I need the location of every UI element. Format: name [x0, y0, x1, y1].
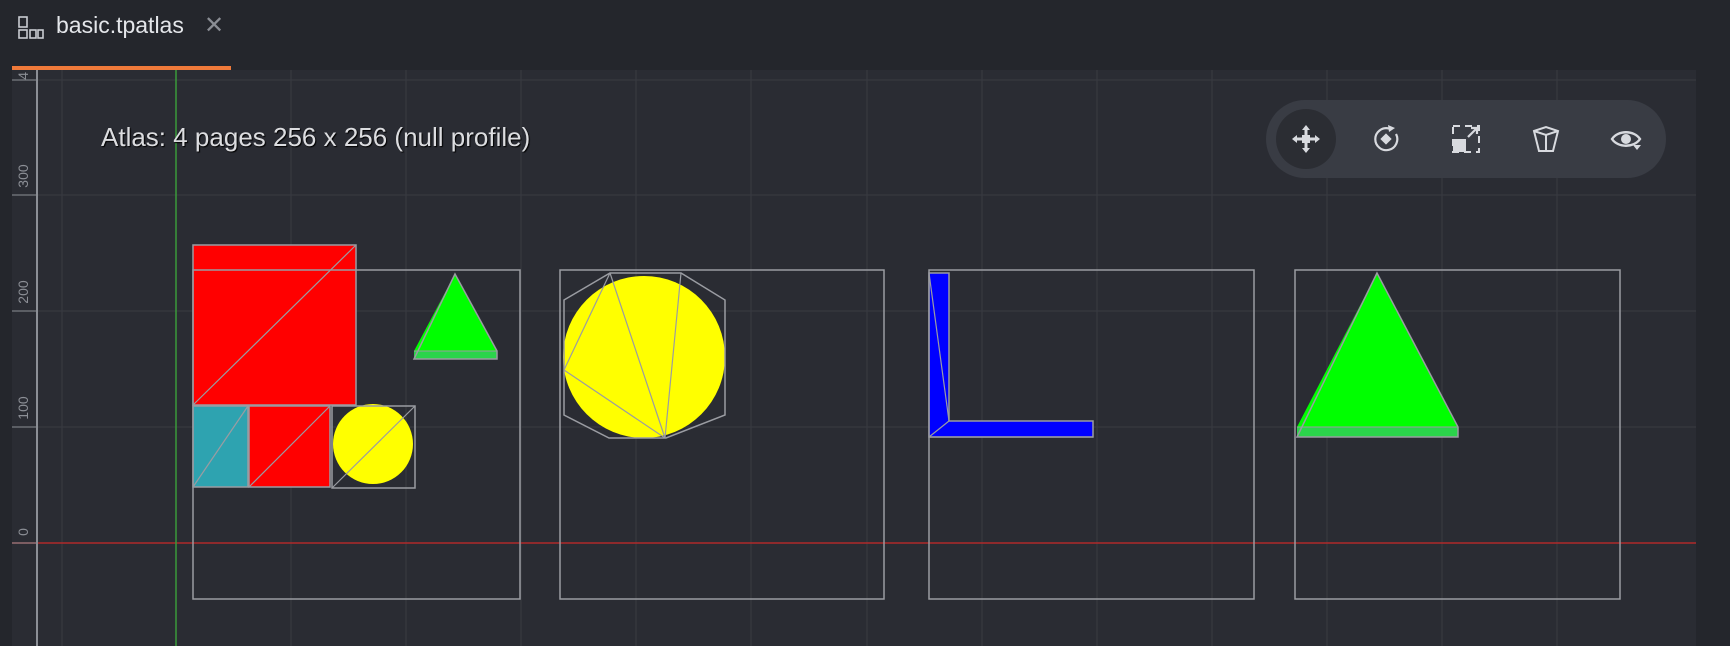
- perspective-icon: [1532, 125, 1560, 152]
- atlas-page-3[interactable]: [928, 269, 1255, 600]
- page-4-bounds: [1294, 269, 1621, 600]
- scale-tool-button[interactable]: [1436, 109, 1496, 169]
- large-yellow-circle-sprite: [563, 276, 725, 438]
- tab-label: basic.tpatlas: [56, 12, 184, 38]
- perspective-tool-button[interactable]: [1516, 109, 1576, 169]
- transform-toolbar: [1266, 100, 1666, 178]
- rotate-icon: [1374, 125, 1399, 152]
- large-green-triangle-sprite: [1297, 273, 1458, 427]
- page-3-bounds: [928, 269, 1255, 600]
- small-green-triangle-sprite: [414, 274, 497, 351]
- atlas-page-1[interactable]: [192, 244, 521, 600]
- blue-l-shape-sprite: [929, 273, 1093, 437]
- ruler-label-200: 200: [15, 280, 31, 304]
- small-yellow-circle-sprite: [333, 404, 413, 484]
- move-icon: [1292, 125, 1320, 153]
- atlas-info-label: Atlas: 4 pages 256 x 256 (null profile): [101, 122, 531, 152]
- ruler-label-0: 0: [15, 528, 31, 536]
- scale-icon: [1452, 125, 1480, 153]
- page-1-bounds: [192, 269, 521, 600]
- atlas-page-2[interactable]: [559, 269, 885, 600]
- atlas-page-4[interactable]: [1294, 269, 1621, 600]
- vertical-ruler: 4 300 200 100 0: [12, 70, 38, 646]
- tab-basic-tpatlas[interactable]: basic.tpatlas ✕: [12, 0, 231, 70]
- page-2-bounds: [559, 269, 885, 600]
- ruler-label-100: 100: [15, 396, 31, 420]
- tab-bar: basic.tpatlas ✕: [0, 0, 1730, 70]
- atlas-layout-icon: [18, 16, 44, 39]
- scene-viewport[interactable]: 4 300 200 100 0: [12, 70, 1696, 646]
- active-tab-indicator: [12, 66, 231, 70]
- close-icon[interactable]: ✕: [204, 12, 225, 39]
- ruler-label-300: 300: [15, 164, 31, 188]
- ruler-label-4: 4: [15, 72, 31, 80]
- rotate-tool-button[interactable]: [1356, 109, 1416, 169]
- camera-reset-tool-button[interactable]: [1596, 109, 1656, 169]
- visibility-icon: [1610, 131, 1642, 150]
- move-tool-button[interactable]: [1276, 109, 1336, 169]
